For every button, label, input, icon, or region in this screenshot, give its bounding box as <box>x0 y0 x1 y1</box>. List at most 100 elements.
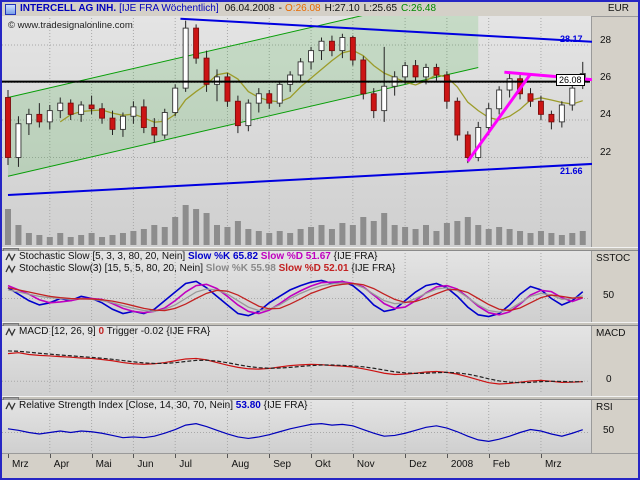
candle[interactable] <box>527 93 534 102</box>
candle[interactable] <box>193 27 200 59</box>
indicator-name: Stochastic Slow [5, 3, 3, 80, 20, Nein] <box>19 251 186 262</box>
titlebar[interactable]: INTERCELL AG INH. [IJE FRA Wöchentlich] 06… <box>2 2 638 17</box>
volume-bar <box>569 233 576 245</box>
candle[interactable] <box>464 134 471 158</box>
rsi-chart[interactable] <box>2 400 592 453</box>
candle[interactable] <box>454 100 461 136</box>
volume-bar <box>245 229 252 245</box>
axis-name-sstoc: SSTOC <box>596 253 631 264</box>
candle[interactable] <box>140 106 147 128</box>
candlestick-chart[interactable] <box>2 16 592 247</box>
candle[interactable] <box>433 67 440 76</box>
low-value: L:25.65 <box>363 3 398 14</box>
price-tag-resistance: 28.17 <box>560 34 583 44</box>
candle[interactable] <box>5 97 11 158</box>
candle[interactable] <box>402 65 409 78</box>
candle[interactable] <box>15 123 22 158</box>
macd-header: MACD [12, 26, 9] 0 Trigger -0.02 {IJE FR… <box>19 326 210 338</box>
month-label: Sep <box>273 459 292 470</box>
trigger-value: Trigger -0.02 <box>106 326 164 337</box>
candle[interactable] <box>360 59 367 95</box>
price-panel[interactable]: © www.tradesignalonline.com 28.17 26.08 … <box>2 16 592 247</box>
candle[interactable] <box>234 100 241 127</box>
candle[interactable] <box>224 76 231 102</box>
volume-bar <box>161 227 168 245</box>
rsi-panel[interactable]: Relative Strength Index [Close, 14, 30, … <box>2 400 592 453</box>
stochastic-panel[interactable]: Stochastic Slow [5, 3, 3, 80, 20, Nein] … <box>2 251 592 322</box>
magenta-rising-line[interactable] <box>466 73 532 163</box>
candle[interactable] <box>349 37 356 61</box>
volume-bar <box>67 237 74 245</box>
volume-bar <box>370 221 377 245</box>
candle[interactable] <box>496 89 503 110</box>
axis-name-rsi: RSI <box>596 402 613 413</box>
volume-bar <box>15 225 22 245</box>
candle[interactable] <box>412 65 419 78</box>
candle[interactable] <box>569 87 576 106</box>
candle[interactable] <box>119 115 126 130</box>
candle[interactable] <box>245 102 252 127</box>
volume-bar <box>214 225 220 245</box>
volume-bar <box>506 229 513 245</box>
candle[interactable] <box>203 57 210 85</box>
candle[interactable] <box>67 102 74 115</box>
candle[interactable] <box>266 93 273 104</box>
candle[interactable] <box>558 104 565 123</box>
macd-panel[interactable]: MACD [12, 26, 9] 0 Trigger -0.02 {IJE FR… <box>2 326 592 396</box>
candle[interactable] <box>151 127 158 136</box>
chart-window-icon <box>5 4 16 15</box>
candle[interactable] <box>78 104 85 115</box>
candle[interactable] <box>423 67 429 78</box>
candle[interactable] <box>548 113 555 123</box>
candle[interactable] <box>538 100 544 115</box>
volume-bar <box>182 205 189 245</box>
volume-bar <box>287 233 294 245</box>
channel-lower-line <box>7 67 479 177</box>
month-tick <box>446 454 448 458</box>
stochastic-chart[interactable] <box>2 251 592 322</box>
candle[interactable] <box>88 104 95 110</box>
close-value: C:26.48 <box>401 3 437 14</box>
volume-bar <box>203 213 210 245</box>
candle[interactable] <box>109 117 116 130</box>
candle[interactable] <box>25 113 32 125</box>
volume-bar <box>88 233 95 245</box>
month-label: 2008 <box>450 459 474 470</box>
candle[interactable] <box>308 50 314 63</box>
time-axis[interactable]: Mrz Apr Mai Jun Jul Aug Sep Okt Nov Dez 2008 Feb Mrz <box>2 453 638 478</box>
slow-d-value: Slow %D 51.67 <box>260 251 331 262</box>
macd-chart[interactable] <box>2 326 592 396</box>
support-line[interactable] <box>7 162 592 196</box>
candle[interactable] <box>130 106 137 117</box>
candle[interactable] <box>370 93 377 112</box>
candle[interactable] <box>339 37 346 52</box>
candle[interactable] <box>276 83 283 104</box>
volume-bar <box>297 229 304 245</box>
month-label: Mrz <box>12 459 29 470</box>
y-tick: 28 <box>600 35 612 46</box>
candle[interactable] <box>255 93 262 104</box>
month-tick <box>488 454 490 458</box>
candle[interactable] <box>36 113 43 123</box>
candle[interactable] <box>46 110 53 123</box>
candle[interactable] <box>297 61 304 76</box>
trigger-line <box>7 350 583 384</box>
candle[interactable] <box>99 108 106 119</box>
candle[interactable] <box>443 74 450 102</box>
volume-bar <box>402 227 409 245</box>
candle[interactable] <box>329 40 335 52</box>
candle[interactable] <box>287 74 294 85</box>
month-label: Dez <box>409 459 427 470</box>
volume-bar <box>99 237 106 245</box>
candle[interactable] <box>506 78 513 91</box>
volume-bar <box>130 231 137 245</box>
candle[interactable] <box>172 87 179 113</box>
candle[interactable] <box>161 112 168 136</box>
candle[interactable] <box>318 40 325 52</box>
candle[interactable] <box>485 108 492 128</box>
candle[interactable] <box>381 85 388 112</box>
resistance-line[interactable] <box>180 17 592 43</box>
candle[interactable] <box>57 102 64 112</box>
candle[interactable] <box>182 27 189 89</box>
indicator-name: Relative Strength Index [Close, 14, 30, … <box>19 400 234 411</box>
